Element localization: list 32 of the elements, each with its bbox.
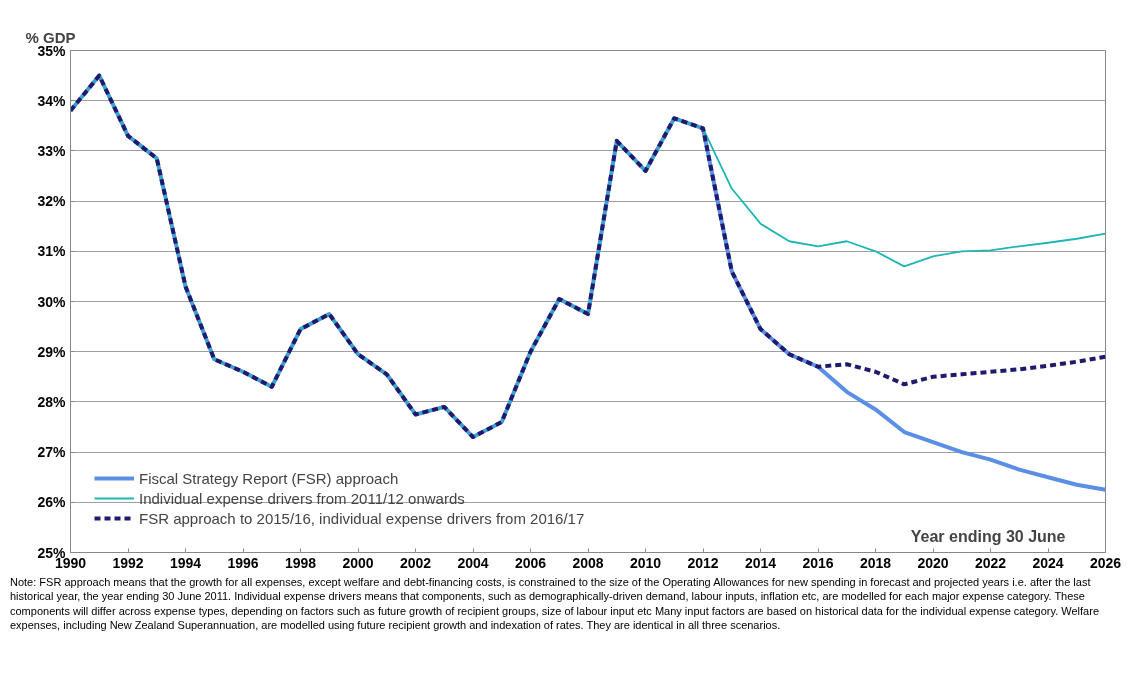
x-tick-label: 2024 <box>1032 554 1064 571</box>
x-tick-label: 1996 <box>227 554 259 571</box>
y-tick-label: 30% <box>37 293 67 310</box>
x-tick-label: 2026 <box>1089 554 1122 571</box>
y-tick-label: 26% <box>37 494 67 511</box>
y-tick-label: 28% <box>37 393 67 410</box>
legend-label: FSR approach to 2015/16, individual expense drivers from 2016/17 <box>139 509 585 527</box>
legend-label: Individual expense drivers from 2011/12 onwards <box>139 489 465 507</box>
x-tick-label: 2006 <box>514 554 547 571</box>
x-tick-label: 2008 <box>572 554 604 571</box>
y-tick-label: 29% <box>37 343 67 360</box>
y-tick-label: 32% <box>37 193 67 210</box>
x-tick-label: 2012 <box>687 554 719 571</box>
x-axis-title: Year ending 30 June <box>910 527 1066 545</box>
x-tick-label: 1992 <box>112 554 144 571</box>
x-tick-label: 1994 <box>169 554 202 571</box>
y-tick-label: 27% <box>37 444 67 461</box>
y-tick-label: 31% <box>37 243 67 260</box>
x-tick-label: 2002 <box>399 554 432 571</box>
x-tick-label: 2018 <box>859 554 892 571</box>
x-tick-label: 2020 <box>917 554 949 571</box>
x-tick-label: 2022 <box>974 554 1007 571</box>
x-tick-label: 2010 <box>629 554 662 571</box>
y-tick-label: 33% <box>37 142 67 159</box>
y-tick-label: 34% <box>37 92 67 109</box>
x-tick-label: 1998 <box>284 554 317 571</box>
text: Note: FSR approach means that the growth for all expenses, except welfare and debt-financing costs, is constrained to the size of the Operating Allowances for new spending in forecast and projected years i.e. after the last historical year, the year ending 30 June 2011. Individual expense drivers means that components, such as demographically-driven demand, labour inputs, inflation etc, are modelled for each major expense category. These components will differ across expense types, depending on factors such as future growth of recipient groups, size of labour input etc Many input factors are based on historical data for the individual expense category. Welfare expenses, including New Zealand Superannuation, are modelled using future recipient growth and indexation of rates. They are identical in all three scenarios. <box>10 575 1100 633</box>
x-tick-label: 2000 <box>342 554 374 571</box>
legend-label: Fiscal Strategy Report (FSR) approach <box>139 469 399 487</box>
x-tick-label: 2004 <box>457 554 489 571</box>
x-tick-label: 2016 <box>802 554 834 571</box>
x-tick-label: 2014 <box>744 554 777 571</box>
